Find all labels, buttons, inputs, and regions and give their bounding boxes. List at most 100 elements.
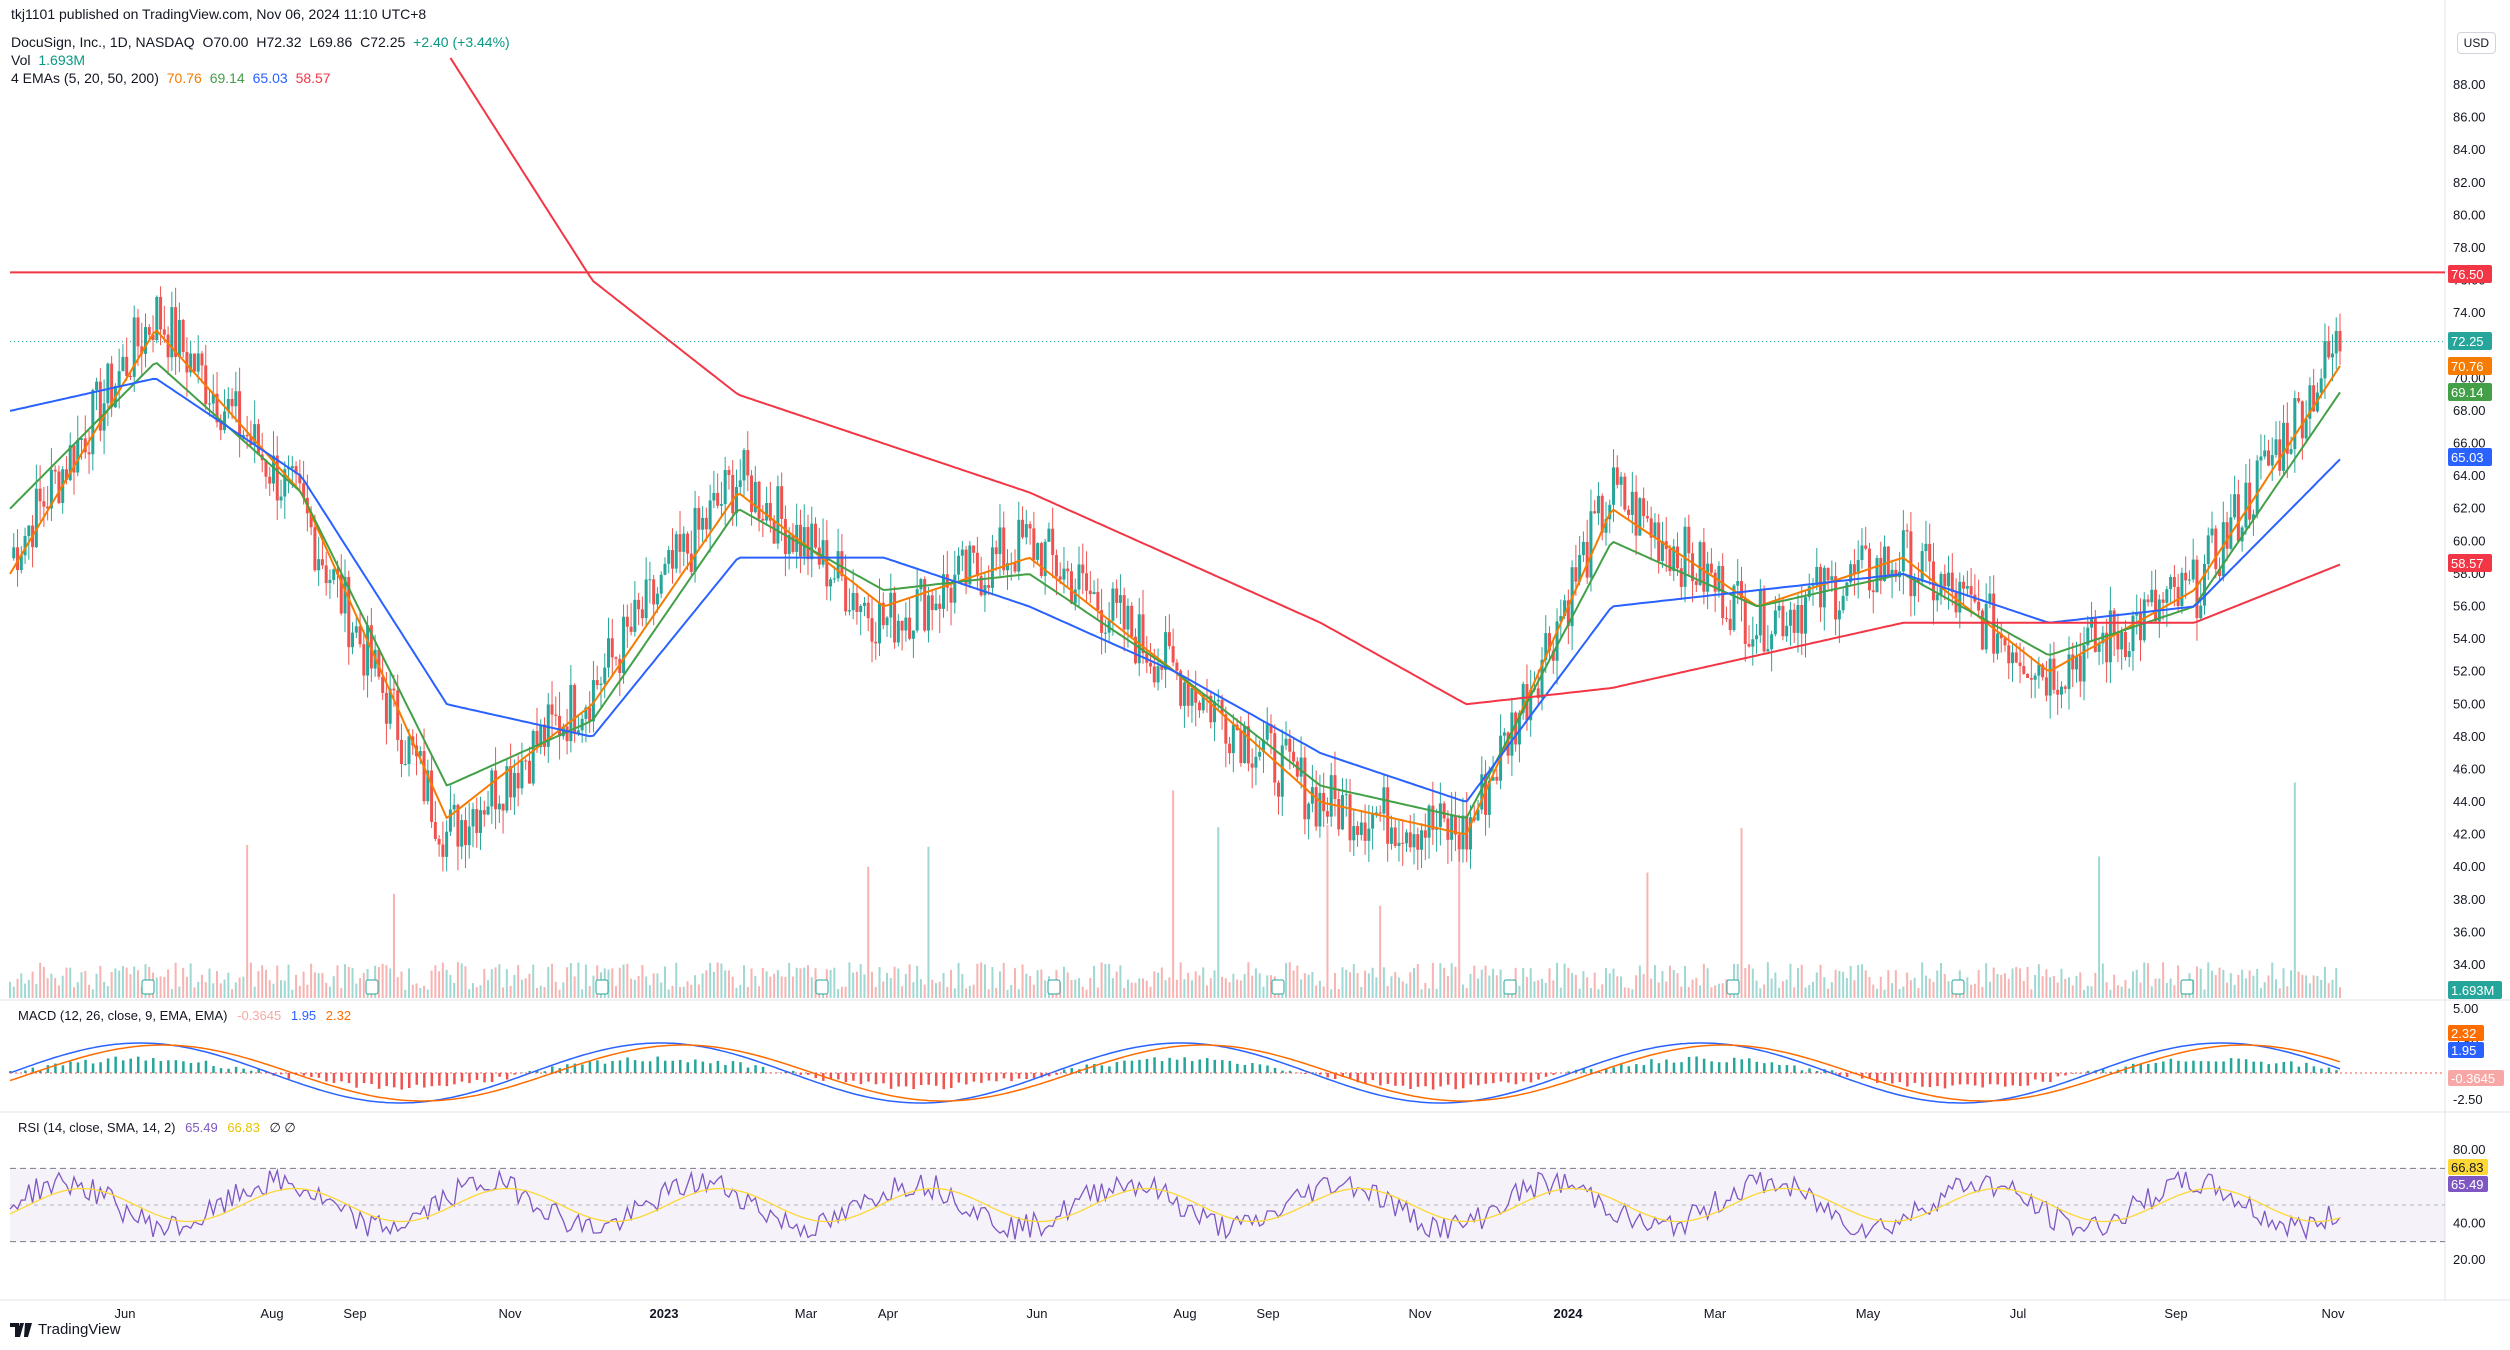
volume-bar [1586,977,1589,998]
macd-bar [2101,1069,2105,1073]
macd-bar [980,1073,983,1083]
volume-bar [1002,962,1005,998]
candle-body [1619,476,1623,485]
candle-body [1461,815,1465,850]
time-tick-label: Nov [1408,1306,1432,1321]
macd-bar [1514,1073,1518,1085]
rsi-tick-label: 80.00 [2453,1142,2486,1157]
candle-body [271,455,275,484]
macd-bar [2222,1061,2225,1073]
volume-bar [961,974,964,998]
volume-bar [1849,965,1852,998]
currency-button[interactable]: USD [2456,32,2496,54]
candle-body [490,770,494,807]
candle-body [1427,805,1431,838]
candle-body [95,381,99,390]
volume-bar [743,965,746,998]
macd-bar [1356,1073,1360,1083]
volume-bar [1589,987,1592,998]
candle-body [727,470,731,475]
macd-bar [957,1073,961,1083]
candle-body [1179,670,1183,706]
candle-body [659,574,663,594]
volume-bar [946,986,949,998]
macd-bar [1868,1073,1871,1079]
candle-body [2330,353,2334,358]
volume-bar [1337,988,1340,998]
volume-bar [423,985,426,998]
macd-bar [746,1067,750,1073]
candle-body [2139,612,2143,641]
candle-body [1213,701,1217,723]
volume-bar [1484,965,1487,998]
time-tick-label: Jun [1027,1306,1048,1321]
volume-bar [2323,966,2326,998]
candle-body [279,496,283,501]
volume-bar [1947,981,1950,998]
candle-body [1901,530,1905,572]
tradingview-logo[interactable]: TradingView [10,1321,121,1338]
volume-bar [1224,978,1227,998]
candle-body [584,707,588,719]
candle-body [603,667,607,684]
candle-body [682,533,686,552]
volume-bar [874,986,877,998]
candle-body [34,488,38,548]
macd-bar [2139,1063,2143,1073]
volume-bar [1074,979,1077,998]
candle-body [1356,826,1360,835]
candle-body [1442,803,1446,819]
volume-bar [261,965,264,998]
volume-bar [1183,979,1186,998]
macd-bar [1416,1073,1420,1087]
candle-body [2142,599,2146,641]
volume-bar [953,988,956,998]
volume-bar [65,967,68,998]
volume-bar [927,846,930,998]
volume-bar [415,983,418,998]
candle-body [723,470,727,505]
candle-body [1589,511,1593,578]
volume-bar [2022,980,2025,998]
volume-bar [859,964,862,998]
candle-body [1156,666,1160,683]
volume-bar [1093,965,1096,998]
price-tick-label: 68.00 [2453,403,2486,418]
volume-bar [765,971,768,998]
candle-body [1999,633,2003,639]
macd-bar [1002,1073,1006,1079]
volume-bar [1386,985,1389,998]
macd-bar [1958,1073,1962,1085]
macd-bar [1130,1060,1134,1073]
volume-bar [76,982,79,998]
volume-bar [2154,978,2157,998]
candle-body [1013,563,1017,572]
volume-bar [923,984,926,998]
candle-body [1555,621,1559,661]
candle-body [433,822,437,839]
candle-body [1800,605,1804,634]
volume-bar [1228,982,1231,998]
macd-bar [249,1070,253,1073]
volume-bar [2116,985,2119,998]
volume-bar [1352,964,1355,998]
volume-bar [916,965,919,998]
volume-bar [2290,970,2293,998]
candle-body [1028,524,1032,529]
volume-bar [498,964,501,998]
volume-bar [1409,972,1412,998]
candle-body [1269,724,1273,734]
volume-bar [2019,968,2022,998]
candle-body [712,492,716,501]
volume-bar [509,985,512,998]
volume-bar [1349,972,1352,998]
candle-body [1111,588,1115,621]
volume-bar [746,986,749,998]
volume-bar [2124,979,2127,998]
volume-bar [389,968,392,998]
candle-body [2048,658,2052,696]
volume-bar [1642,974,1645,998]
volume-bar [1646,872,1649,998]
volume-bar [965,988,968,998]
